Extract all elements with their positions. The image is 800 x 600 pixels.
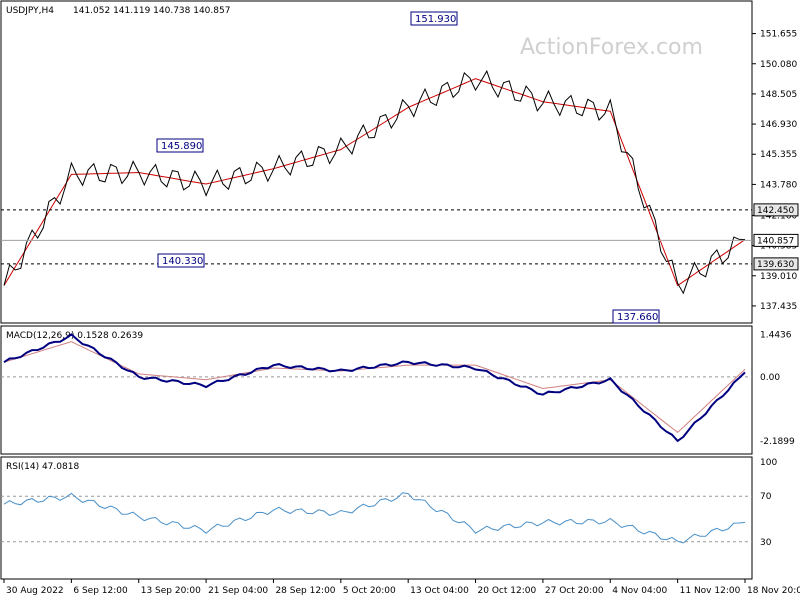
x-tick-label: 13 Sep 20:00 bbox=[141, 586, 201, 596]
annotation-label: 151.930 bbox=[415, 14, 456, 25]
x-tick-label: 18 Nov 20:00 bbox=[747, 586, 800, 596]
macd-series bbox=[1, 333, 752, 443]
x-tick-label: 30 Aug 2022 bbox=[6, 586, 64, 596]
x-tick-label: 28 Sep 12:00 bbox=[275, 586, 335, 596]
annotation-label: 140.330 bbox=[162, 256, 203, 267]
y-tick-label: 142.160 bbox=[760, 211, 797, 221]
annotation-box bbox=[612, 309, 660, 324]
x-tick-label: 5 Oct 20:00 bbox=[343, 586, 396, 596]
macd-line bbox=[3, 333, 746, 443]
x-tick-label: 4 Nov 04:00 bbox=[612, 586, 667, 596]
price-panel-frame bbox=[0, 0, 753, 324]
watermark: ActionForex.com bbox=[520, 35, 703, 60]
rsi-line bbox=[3, 492, 746, 544]
y-tick-label: 148.505 bbox=[760, 90, 797, 100]
level-label: 140.857 bbox=[757, 236, 794, 246]
chart-symbol: USDJPY,H4 bbox=[6, 6, 54, 16]
level-label: 139.630 bbox=[757, 260, 794, 270]
moving-average-line bbox=[3, 78, 746, 287]
rsi-title: RSI(14) 47.0818 bbox=[6, 462, 79, 472]
annotation-label: 137.660 bbox=[617, 312, 658, 323]
macd-panel-frame bbox=[0, 325, 753, 455]
annotation-box bbox=[157, 253, 205, 268]
level-label-box bbox=[753, 203, 799, 217]
x-tick-label: 20 Oct 12:00 bbox=[478, 586, 537, 596]
macd-tick-label: -2.1899 bbox=[760, 437, 795, 447]
y-tick-label: 151.655 bbox=[760, 30, 797, 40]
price-annotations: 151.930 145.890 140.330 137.660 bbox=[156, 11, 660, 324]
rsi-series bbox=[1, 492, 752, 544]
annotation-label: 145.890 bbox=[161, 141, 202, 152]
annotation-box bbox=[410, 11, 458, 26]
y-tick-label: 139.010 bbox=[760, 272, 797, 282]
level-label-box bbox=[753, 233, 799, 247]
rsi-tick-label: 100 bbox=[760, 458, 777, 468]
x-tick-label: 27 Oct 20:00 bbox=[545, 586, 604, 596]
y-tick-label: 150.080 bbox=[760, 60, 797, 70]
x-axis-ticks: 30 Aug 2022 6 Sep 12:00 13 Sep 20:00 21 Sep… bbox=[3, 579, 800, 596]
price-levels: 142.450 140.857 139.630 bbox=[1, 203, 799, 271]
y-tick-label: 137.435 bbox=[760, 302, 797, 312]
macd-tick-label: 0.00 bbox=[760, 373, 780, 383]
macd-tick-label: 1.4436 bbox=[760, 331, 792, 341]
y-tick-label: 145.355 bbox=[760, 150, 797, 160]
x-tick-label: 21 Sep 04:00 bbox=[208, 586, 268, 596]
price-series bbox=[3, 69, 746, 295]
macd-axis-ticks: 1.4436 0.00 -2.1899 bbox=[760, 331, 795, 447]
x-tick-label: 13 Oct 04:00 bbox=[410, 586, 469, 596]
level-label: 142.450 bbox=[757, 206, 794, 216]
x-tick-label: 6 Sep 12:00 bbox=[73, 586, 128, 596]
rsi-tick-label: 30 bbox=[760, 538, 772, 548]
price-line bbox=[3, 69, 746, 295]
level-label-box bbox=[753, 257, 799, 271]
rsi-tick-label: 70 bbox=[760, 492, 772, 502]
chart-ohlc: 141.052 141.119 140.738 140.857 bbox=[73, 6, 230, 16]
y-tick-label: 143.780 bbox=[760, 180, 797, 190]
y-tick-label: 146.930 bbox=[760, 120, 797, 130]
x-tick-label: 11 Nov 12:00 bbox=[680, 586, 741, 596]
macd-signal-line bbox=[3, 341, 746, 434]
rsi-axis-ticks: 100 70 30 bbox=[760, 458, 777, 548]
rsi-panel-frame bbox=[0, 456, 753, 580]
annotation-box bbox=[156, 138, 204, 153]
